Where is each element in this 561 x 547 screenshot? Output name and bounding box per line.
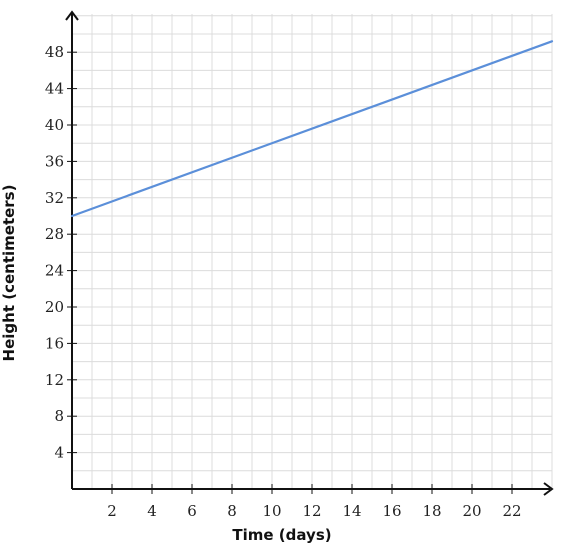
x-tick-label: 4 <box>147 502 157 520</box>
y-tick-label: 48 <box>45 43 64 61</box>
x-tick-label: 14 <box>342 502 361 520</box>
y-tick-label: 24 <box>45 262 64 280</box>
y-tick-label: 8 <box>54 407 64 425</box>
y-tick-label: 12 <box>45 371 64 389</box>
y-tick-label: 4 <box>54 444 64 462</box>
x-axis-arrow <box>543 482 554 496</box>
y-tick-label: 16 <box>45 334 64 352</box>
x-tick-label: 10 <box>262 502 281 520</box>
x-tick-label: 12 <box>302 502 321 520</box>
y-axis-arrow <box>65 10 79 21</box>
x-axis-title: Time (days) <box>232 526 331 544</box>
y-tick-label: 44 <box>45 80 64 98</box>
x-tick-label: 16 <box>382 502 401 520</box>
y-tick-label: 40 <box>45 116 64 134</box>
x-tick-label: 22 <box>502 502 521 520</box>
y-tick-label: 36 <box>45 152 64 170</box>
y-tick-label: 28 <box>45 225 64 243</box>
y-tick-label: 32 <box>45 189 64 207</box>
x-tick-label: 2 <box>107 502 117 520</box>
y-tick-label: 20 <box>45 298 64 316</box>
x-tick-label: 6 <box>187 502 197 520</box>
grid <box>72 14 553 489</box>
x-tick-label: 8 <box>227 502 237 520</box>
series-line <box>70 40 554 218</box>
y-axis-title: Height (centimeters) <box>0 185 18 362</box>
x-tick-label: 18 <box>422 502 441 520</box>
series-layer <box>70 40 554 218</box>
x-tick-label: 20 <box>462 502 481 520</box>
axes <box>65 10 554 496</box>
